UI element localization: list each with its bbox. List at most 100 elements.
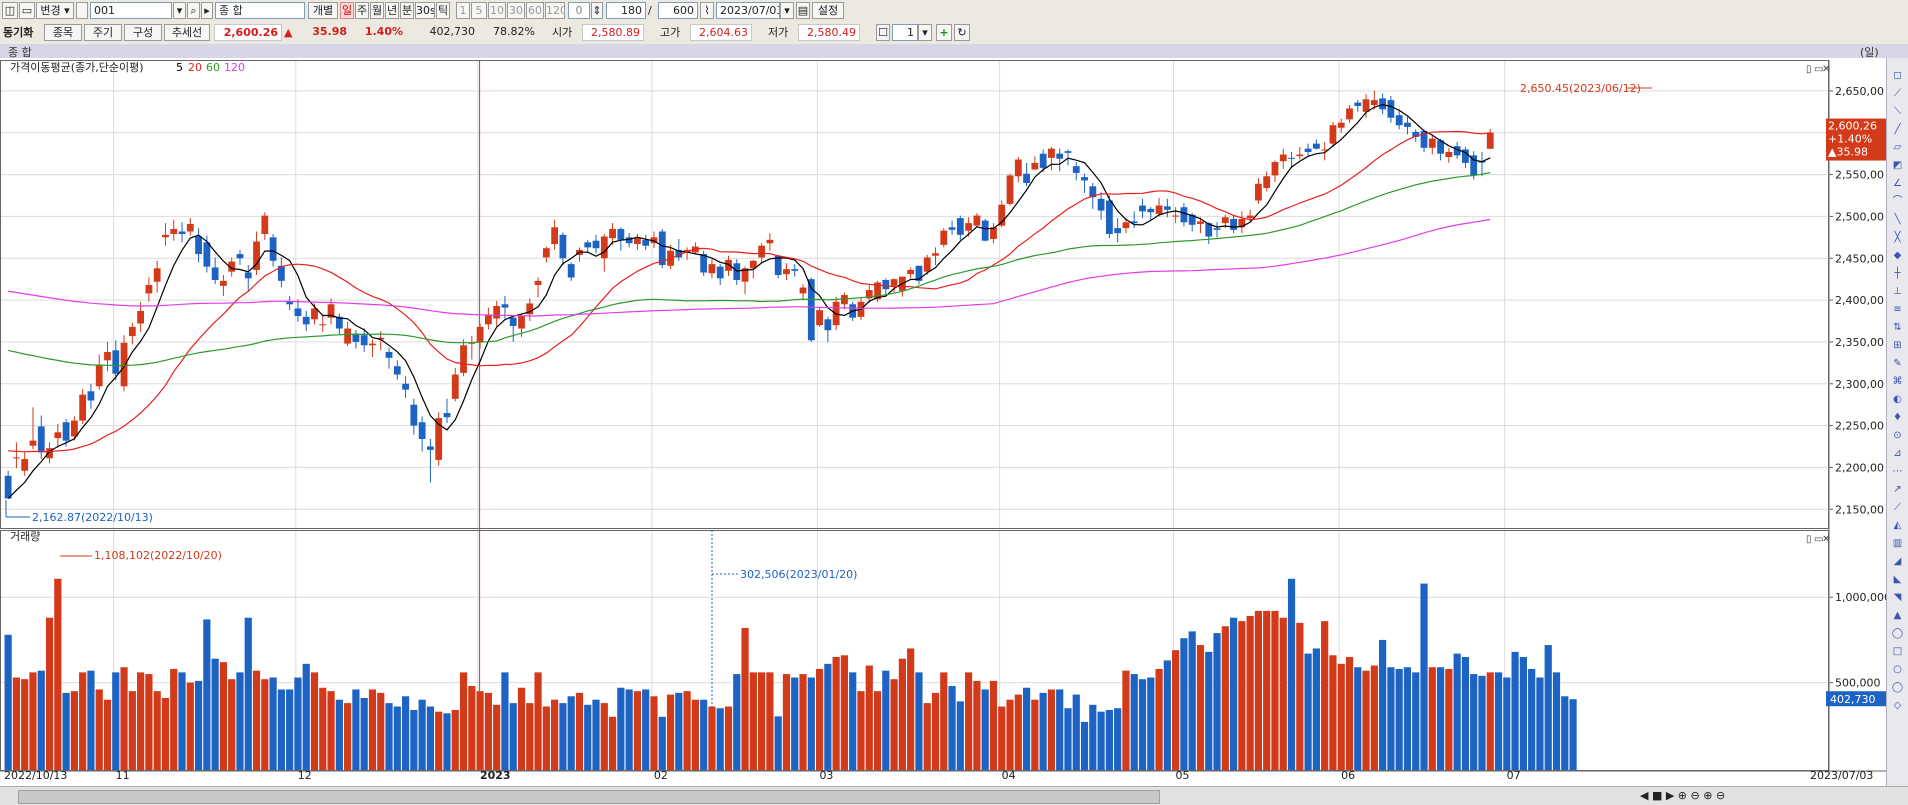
period-60-button[interactable]: 60 (526, 2, 544, 19)
drawing-tool-icon[interactable]: ▥ (1892, 538, 1903, 549)
drawing-tool-icon[interactable]: ◩ (1892, 160, 1903, 171)
drawing-tool-icon[interactable]: ◆ (1893, 250, 1902, 261)
drawing-tool-icon[interactable]: ⋯ (1892, 466, 1903, 477)
search-icon[interactable]: ▾ (173, 2, 186, 19)
tab-month[interactable]: 월 (370, 2, 384, 19)
drawing-tool-icon[interactable]: ○ (1893, 664, 1902, 675)
count-input[interactable]: 180 (606, 2, 646, 19)
sync-label[interactable]: 동기화 (3, 26, 34, 39)
drawing-tool-icon[interactable]: ▱ (1893, 142, 1902, 153)
tab-trendline[interactable]: 추세선 (164, 24, 210, 41)
individual-button[interactable]: 개별 (308, 2, 338, 19)
volume-bar (186, 682, 194, 770)
volume-bar (956, 701, 964, 770)
drawing-tool-icon[interactable]: ⊙ (1893, 430, 1902, 441)
candle-body (393, 366, 401, 375)
spinner-dropdown-icon[interactable]: ▾ (918, 24, 932, 41)
change-button[interactable]: 변경 ▾ (36, 2, 74, 19)
period-10-button[interactable]: 10 (488, 2, 506, 19)
chart-area[interactable]: 2,650,002,600,002,550,002,500,002,450,00… (0, 58, 1886, 786)
drawing-tool-icon[interactable]: ⊿ (1893, 448, 1902, 459)
period-5-button[interactable]: 5 (471, 2, 487, 19)
refresh-icon[interactable]: ↻ (954, 24, 970, 41)
window-box-icon[interactable]: ☐ (876, 24, 890, 41)
drawing-tool-icon[interactable]: ◢ (1893, 556, 1902, 567)
drawing-tool-icon[interactable]: ♦ (1893, 412, 1902, 423)
tab-30s[interactable]: 30s (415, 2, 435, 19)
scroll-thumb[interactable] (18, 790, 1160, 804)
drawing-tool-icon[interactable]: ⌒ (1892, 196, 1903, 207)
candle-body (799, 287, 807, 294)
drawing-tool-icon[interactable]: ⌘ (1892, 376, 1903, 387)
tab-compose[interactable]: 구성 (124, 24, 162, 41)
drawing-tool-icon[interactable]: ◣ (1893, 574, 1902, 585)
candle-body (1122, 222, 1130, 229)
layout-icon[interactable]: ◫ (2, 2, 18, 19)
settings-button[interactable]: 설정 (812, 2, 844, 19)
custom-period-input[interactable]: 0 (568, 2, 590, 19)
tab-tick[interactable]: 틱 (436, 2, 450, 19)
candle-body (1255, 183, 1262, 201)
candle-body (592, 240, 600, 249)
candle-body (236, 254, 244, 259)
drawing-tool-icon[interactable]: ◭ (1893, 520, 1902, 531)
period-120-button[interactable]: 120 (545, 2, 565, 19)
code-input[interactable]: 001 (90, 2, 172, 19)
candle-body (1486, 132, 1494, 149)
candle-body (865, 290, 873, 299)
drawing-tool-icon[interactable]: ╲ (1894, 214, 1901, 225)
drawing-tool-icon[interactable]: ╳ (1894, 232, 1901, 243)
drawing-tool-icon[interactable]: ◥ (1893, 592, 1902, 603)
tab-minute[interactable]: 분 (400, 2, 414, 19)
drawing-tool-icon[interactable]: ◐ (1893, 394, 1902, 405)
drawing-tool-icon[interactable]: ◯ (1891, 628, 1904, 639)
scroll-controls[interactable]: ◀ ■ ▶ ⊕ ⊖ ⊕ ⊖ (1640, 789, 1726, 802)
drawing-tool-icon[interactable]: □ (1892, 646, 1903, 657)
volume-bar (170, 668, 178, 770)
candle-body (625, 237, 633, 244)
date-dropdown-icon[interactable]: ▾ (780, 2, 794, 19)
candle-body (261, 215, 269, 234)
drawing-tool-icon[interactable]: ⇅ (1893, 322, 1902, 333)
tab-period[interactable]: 주기 (84, 24, 122, 41)
horizontal-scrollbar[interactable]: ◀ ■ ▶ ⊕ ⊖ ⊕ ⊖ (0, 786, 1908, 805)
drawing-tool-icon[interactable]: ◇ (1893, 700, 1902, 711)
checkbox-icon[interactable] (76, 2, 88, 19)
drawing-tool-icon[interactable]: ≡ (1893, 304, 1902, 315)
drawing-tool-icon[interactable]: ↗ (1893, 484, 1902, 495)
drawing-tool-icon[interactable]: ⟍ (1894, 106, 1901, 117)
chart-type-icon[interactable]: ⌇ (700, 2, 714, 19)
period-1-button[interactable]: 1 (456, 2, 470, 19)
drawing-tool-icon[interactable]: ◯ (1891, 682, 1904, 693)
drawing-tool-icon[interactable]: ∠ (1893, 178, 1902, 189)
candle-body (1445, 151, 1453, 158)
price-tick-label: 2,400,00 (1835, 294, 1884, 307)
drawing-tool-icon[interactable]: ⟋ (1894, 88, 1901, 99)
drawing-tool-icon[interactable]: ┼ (1894, 268, 1901, 279)
date-input[interactable]: 2023/07/03 (716, 2, 780, 19)
magnifier-icon[interactable]: ⌕ (187, 2, 200, 19)
add-icon[interactable]: + (936, 24, 952, 41)
volume-bar (1196, 645, 1205, 770)
drawing-tool-icon[interactable]: ⊥ (1893, 286, 1902, 297)
spin-icon[interactable]: ⇕ (591, 2, 603, 19)
period-30-button[interactable]: 30 (507, 2, 525, 19)
drawing-tool-icon[interactable]: ╱ (1894, 124, 1901, 135)
drawing-tool-icon[interactable]: ✎ (1893, 358, 1902, 369)
spinner-input[interactable]: 1 (892, 24, 918, 41)
calendar-icon[interactable]: ▤ (796, 2, 810, 19)
window-icon[interactable]: ▭ (19, 2, 35, 19)
candle-body (567, 264, 575, 278)
volume-bar (815, 668, 824, 770)
tab-week[interactable]: 주 (355, 2, 369, 19)
drawing-tool-icon[interactable]: ⊞ (1893, 340, 1902, 351)
max-count-input[interactable]: 600 (658, 2, 698, 19)
drawing-tool-icon[interactable]: ◻ (1893, 70, 1902, 81)
candle-body (427, 446, 434, 450)
tab-year[interactable]: 년 (385, 2, 399, 19)
arrow-icon[interactable]: ▸ (201, 2, 213, 19)
tab-item[interactable]: 종목 (44, 24, 82, 41)
drawing-tool-icon[interactable]: ▲ (1893, 610, 1902, 621)
drawing-tool-icon[interactable]: ⟋ (1894, 502, 1901, 513)
tab-day[interactable]: 일 (340, 2, 354, 19)
